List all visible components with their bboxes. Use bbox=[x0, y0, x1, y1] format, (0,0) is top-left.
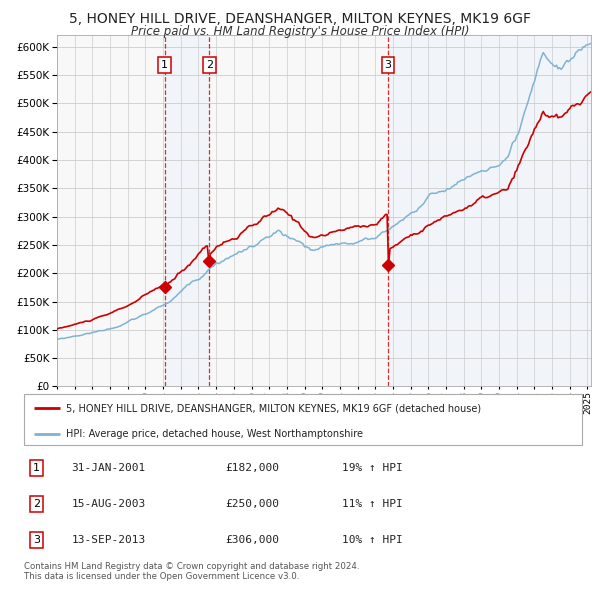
Text: 3: 3 bbox=[33, 535, 40, 545]
Text: 2: 2 bbox=[206, 60, 213, 70]
Text: £182,000: £182,000 bbox=[225, 463, 279, 473]
Bar bbox=[164, 35, 209, 386]
Text: Price paid vs. HM Land Registry's House Price Index (HPI): Price paid vs. HM Land Registry's House … bbox=[131, 25, 469, 38]
Text: 13-SEP-2013: 13-SEP-2013 bbox=[71, 535, 146, 545]
Text: 31-JAN-2001: 31-JAN-2001 bbox=[71, 463, 146, 473]
Text: HPI: Average price, detached house, West Northamptonshire: HPI: Average price, detached house, West… bbox=[66, 429, 363, 439]
Bar bbox=[388, 35, 591, 386]
Text: 5, HONEY HILL DRIVE, DEANSHANGER, MILTON KEYNES, MK19 6GF (detached house): 5, HONEY HILL DRIVE, DEANSHANGER, MILTON… bbox=[66, 403, 481, 413]
Text: This data is licensed under the Open Government Licence v3.0.: This data is licensed under the Open Gov… bbox=[24, 572, 299, 581]
Text: 11% ↑ HPI: 11% ↑ HPI bbox=[342, 499, 403, 509]
Text: 5, HONEY HILL DRIVE, DEANSHANGER, MILTON KEYNES, MK19 6GF: 5, HONEY HILL DRIVE, DEANSHANGER, MILTON… bbox=[69, 12, 531, 26]
Text: £306,000: £306,000 bbox=[225, 535, 279, 545]
Text: 19% ↑ HPI: 19% ↑ HPI bbox=[342, 463, 403, 473]
Text: £250,000: £250,000 bbox=[225, 499, 279, 509]
Text: 2: 2 bbox=[33, 499, 40, 509]
Text: 10% ↑ HPI: 10% ↑ HPI bbox=[342, 535, 403, 545]
Text: 15-AUG-2003: 15-AUG-2003 bbox=[71, 499, 146, 509]
Text: Contains HM Land Registry data © Crown copyright and database right 2024.: Contains HM Land Registry data © Crown c… bbox=[24, 562, 359, 571]
Text: 1: 1 bbox=[33, 463, 40, 473]
Text: 1: 1 bbox=[161, 60, 168, 70]
Text: 3: 3 bbox=[385, 60, 391, 70]
